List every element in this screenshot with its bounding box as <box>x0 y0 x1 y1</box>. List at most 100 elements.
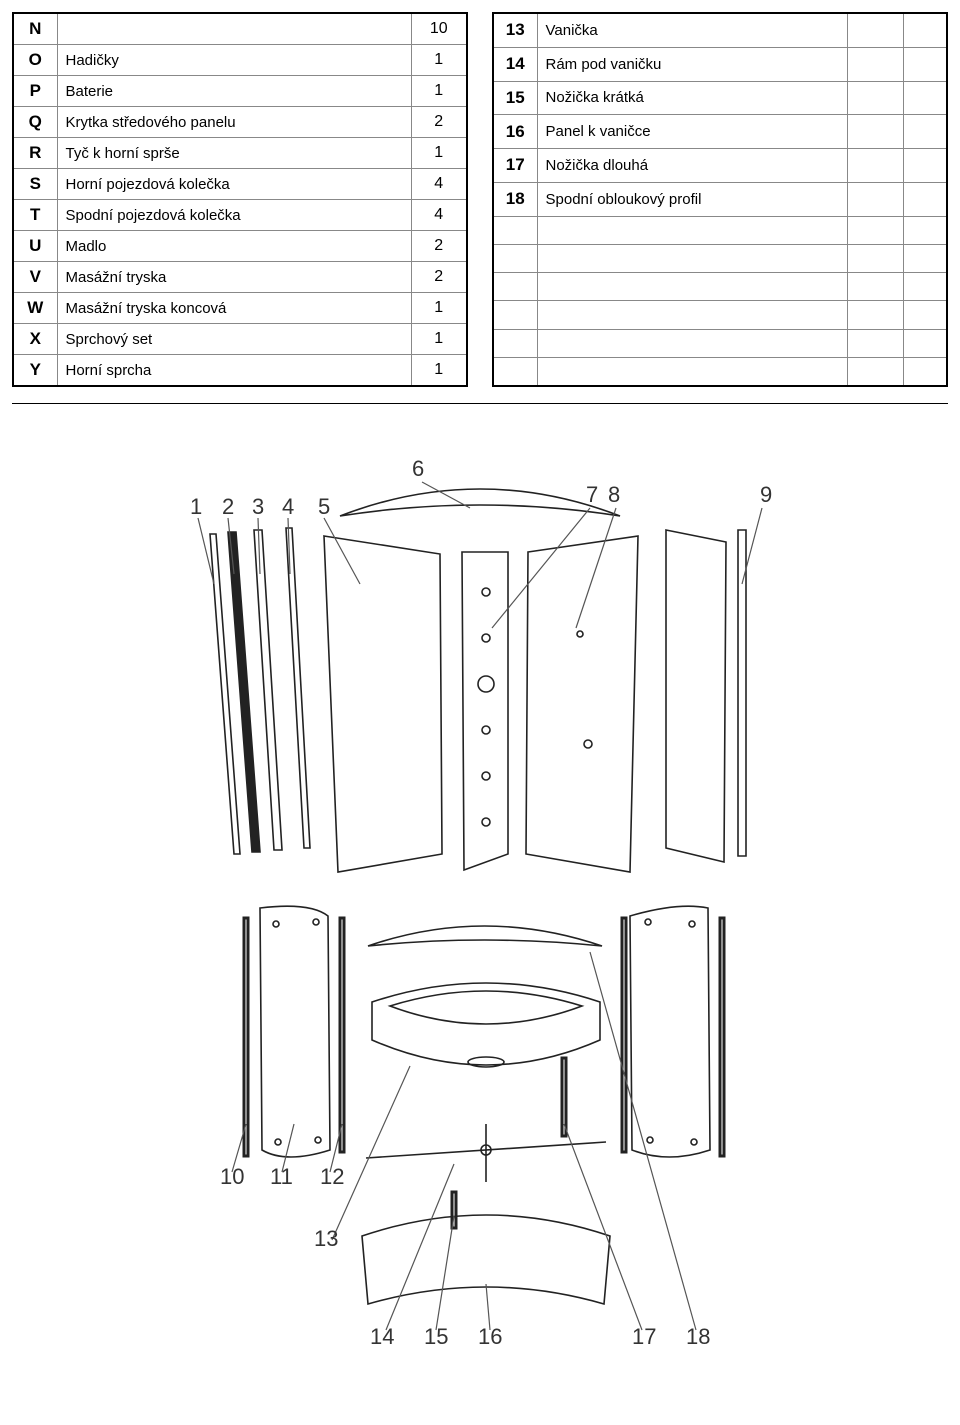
table-row: UMadlo2 <box>13 231 467 262</box>
part-id: 16 <box>493 115 537 149</box>
part-qty <box>847 47 903 81</box>
diagram-label: 13 <box>314 1226 338 1251</box>
table-row <box>493 329 947 357</box>
part-id: 15 <box>493 81 537 115</box>
part-desc <box>57 13 411 45</box>
diagram-label: 17 <box>632 1324 656 1349</box>
table-row: XSprchový set1 <box>13 324 467 355</box>
part-id: 18 <box>493 182 537 216</box>
part-desc: Rám pod vaničku <box>537 47 847 81</box>
diagram-label: 9 <box>760 482 772 507</box>
part-desc <box>537 329 847 357</box>
part-qty: 10 <box>411 13 467 45</box>
diagram-label: 1 <box>190 494 202 519</box>
extra-cell <box>903 301 947 329</box>
table-row <box>493 358 947 386</box>
diagram-label: 2 <box>222 494 234 519</box>
table-row: RTyč k horní sprše1 <box>13 138 467 169</box>
extra-cell <box>903 115 947 149</box>
part-desc <box>537 244 847 272</box>
extra-cell <box>903 182 947 216</box>
part-id <box>493 244 537 272</box>
part-id: W <box>13 293 57 324</box>
part-desc: Panel k vaničce <box>537 115 847 149</box>
part-id: T <box>13 200 57 231</box>
table-row: PBaterie1 <box>13 76 467 107</box>
table-row: 18Spodní obloukový profil <box>493 182 947 216</box>
table-row: 17Nožička dlouhá <box>493 149 947 183</box>
part-desc: Krytka středového panelu <box>57 107 411 138</box>
extra-cell <box>903 81 947 115</box>
table-row <box>493 273 947 301</box>
part-id: N <box>13 13 57 45</box>
part-qty <box>847 358 903 386</box>
diagram-label: 4 <box>282 494 294 519</box>
extra-cell <box>903 329 947 357</box>
table-row: 13Vanička <box>493 13 947 47</box>
part-desc: Masážní tryska <box>57 262 411 293</box>
part-qty: 1 <box>411 138 467 169</box>
part-desc <box>537 358 847 386</box>
part-desc: Nožička dlouhá <box>537 149 847 183</box>
part-desc: Vanička <box>537 13 847 47</box>
part-qty <box>847 149 903 183</box>
part-desc: Madlo <box>57 231 411 262</box>
part-id <box>493 273 537 301</box>
part-desc: Tyč k horní sprše <box>57 138 411 169</box>
table-row: WMasážní tryska koncová1 <box>13 293 467 324</box>
diagram-label: 15 <box>424 1324 448 1349</box>
extra-cell <box>903 358 947 386</box>
part-id <box>493 216 537 244</box>
diagram-label: 14 <box>370 1324 394 1349</box>
diagram-label: 5 <box>318 494 330 519</box>
extra-cell <box>903 13 947 47</box>
table-row <box>493 216 947 244</box>
part-qty <box>847 115 903 149</box>
exploded-diagram-container: 123456789101112131415161718 <box>12 424 948 1364</box>
table-row: 16Panel k vaničce <box>493 115 947 149</box>
part-id: 13 <box>493 13 537 47</box>
table-row: YHorní sprcha1 <box>13 355 467 387</box>
part-desc: Spodní obloukový profil <box>537 182 847 216</box>
diagram-label: 12 <box>320 1164 344 1189</box>
table-row <box>493 301 947 329</box>
part-qty: 1 <box>411 76 467 107</box>
part-desc: Nožička krátká <box>537 81 847 115</box>
diagram-label: 7 <box>586 482 598 507</box>
part-desc: Horní sprcha <box>57 355 411 387</box>
part-qty <box>847 329 903 357</box>
part-id: 14 <box>493 47 537 81</box>
table-row: OHadičky1 <box>13 45 467 76</box>
parts-table-right: 13Vanička14Rám pod vaničku15Nožička krát… <box>492 12 948 387</box>
part-qty: 1 <box>411 45 467 76</box>
part-id <box>493 329 537 357</box>
diagram-label: 11 <box>270 1164 293 1189</box>
parts-table-left: N10OHadičky1PBaterie1QKrytka středového … <box>12 12 468 387</box>
part-qty <box>847 244 903 272</box>
table-row: 15Nožička krátká <box>493 81 947 115</box>
part-qty <box>847 273 903 301</box>
part-qty: 1 <box>411 355 467 387</box>
part-qty: 4 <box>411 169 467 200</box>
part-qty: 2 <box>411 231 467 262</box>
diagram-label: 18 <box>686 1324 710 1349</box>
part-id: O <box>13 45 57 76</box>
part-desc: Sprchový set <box>57 324 411 355</box>
diagram-label: 16 <box>478 1324 502 1349</box>
part-qty <box>847 13 903 47</box>
part-qty: 1 <box>411 324 467 355</box>
part-id: 17 <box>493 149 537 183</box>
table-row: QKrytka středového panelu2 <box>13 107 467 138</box>
part-qty <box>847 81 903 115</box>
part-id: X <box>13 324 57 355</box>
part-desc <box>537 216 847 244</box>
extra-cell <box>903 244 947 272</box>
diagram-label: 10 <box>220 1164 244 1189</box>
divider <box>12 403 948 404</box>
part-id: V <box>13 262 57 293</box>
part-qty <box>847 216 903 244</box>
part-qty <box>847 301 903 329</box>
part-desc: Hadičky <box>57 45 411 76</box>
part-id: R <box>13 138 57 169</box>
table-row: 14Rám pod vaničku <box>493 47 947 81</box>
